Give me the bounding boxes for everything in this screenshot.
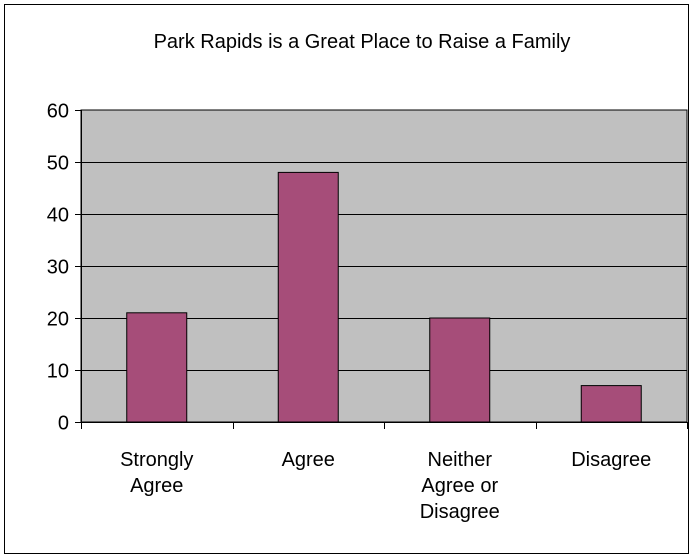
bar xyxy=(580,385,642,423)
x-category-label-line: Neither xyxy=(428,449,493,471)
x-category-label: Strongly Agree xyxy=(120,449,193,497)
x-category-label-line: Agree xyxy=(130,475,183,497)
y-tick-label: 0 xyxy=(58,413,69,435)
axes xyxy=(75,110,688,429)
x-category-label-line: Disagree xyxy=(420,501,500,523)
bar xyxy=(429,317,491,423)
x-category-label-line: Strongly xyxy=(120,449,193,471)
x-category-label-line: Agree or xyxy=(421,475,498,497)
x-category-label-line: Agree xyxy=(282,449,335,471)
y-tick-label: 10 xyxy=(47,361,69,383)
bar xyxy=(126,312,188,423)
chart-title: Park Rapids is a Great Place to Raise a … xyxy=(154,31,571,53)
x-category-label: Neither Agree or Disagree xyxy=(420,449,500,523)
y-tick-label: 60 xyxy=(47,101,69,123)
y-tick-label: 20 xyxy=(47,309,69,331)
x-category-label-line: Disagree xyxy=(571,449,651,471)
x-category-label: Agree xyxy=(282,449,335,471)
y-tick-label: 40 xyxy=(47,205,69,227)
y-tick-label: 30 xyxy=(47,257,69,279)
bar xyxy=(277,171,339,423)
y-tick-label: 50 xyxy=(47,153,69,175)
y-axis-tick-labels: 0 10 20 30 40 50 60 xyxy=(47,101,69,435)
bars xyxy=(126,171,642,423)
x-category-label: Disagree xyxy=(571,449,651,471)
x-axis-category-labels: Strongly Agree Agree Neither Agree or Disagre… xyxy=(120,449,651,523)
